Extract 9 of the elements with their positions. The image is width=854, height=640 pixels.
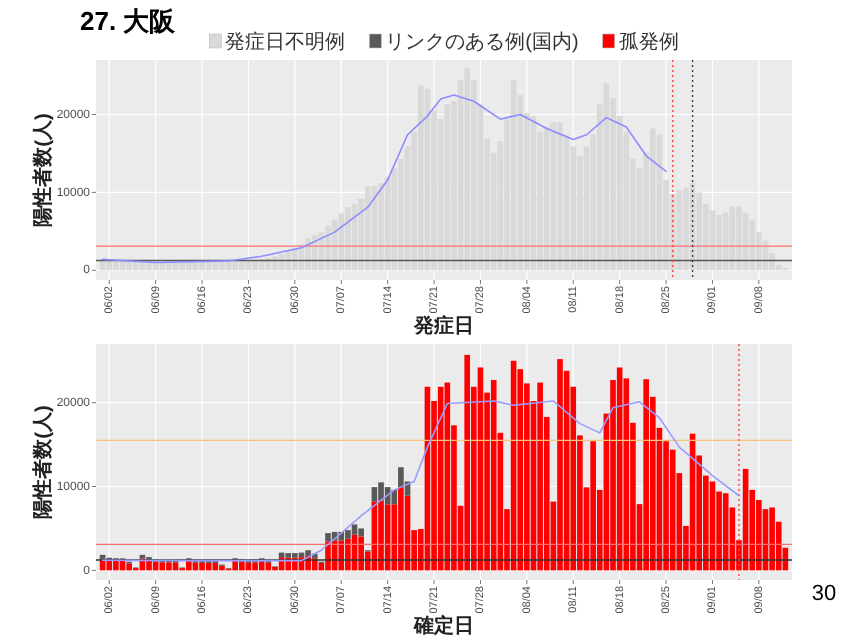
legend-label: 孤発例 bbox=[618, 30, 679, 54]
y-axis-title: 陽性者数(人) bbox=[31, 113, 56, 227]
legend-label: リンクのある例(国内) bbox=[385, 30, 579, 54]
text: 30 bbox=[811, 582, 837, 606]
y-axis-title: 陽性者数(人) bbox=[31, 405, 56, 519]
legend-label: 発症日不明例 bbox=[225, 30, 346, 54]
x-axis-title: 確定日 bbox=[412, 614, 474, 638]
chart-title: 27. 大阪 bbox=[80, 6, 178, 36]
x-axis-title: 発症日 bbox=[412, 314, 474, 338]
